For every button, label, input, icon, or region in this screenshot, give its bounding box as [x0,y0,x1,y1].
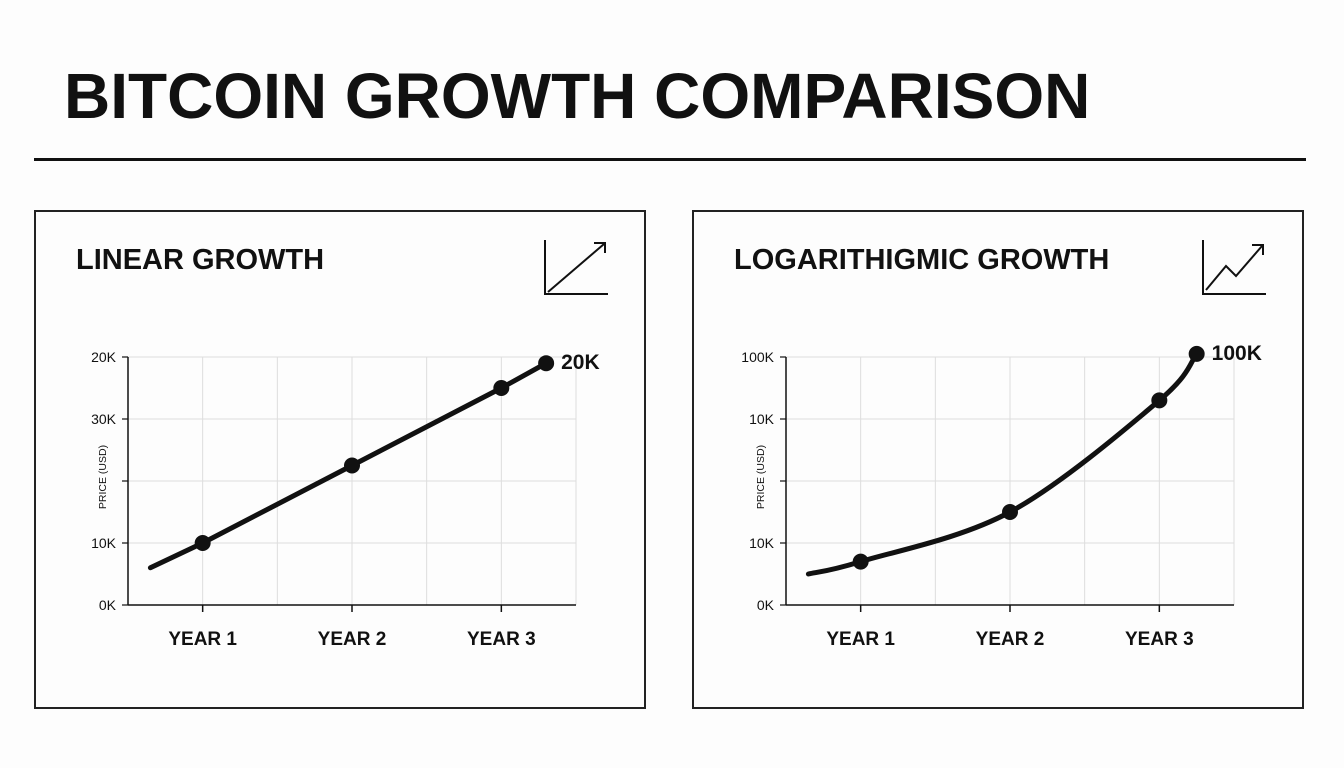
x-tick-label: YEAR 3 [1125,629,1194,650]
y-axis-label: PRICE (USD) [97,445,109,509]
data-point [493,380,510,396]
data-point [852,553,869,570]
y-axis-label: PRICE (USD) [755,445,767,509]
log-growth-panel: LOGARITHIGMIC GROWTH 0K 10K 10K 100K YEAR 1 Y… [692,210,1304,709]
y-tick-label: 0K [757,597,775,613]
data-point [1151,392,1168,409]
linear-growth-chart: 0K 10K 30K 20K YEAR 1 YEAR 2 YEAR 3 PRICE (USD)… [91,349,600,650]
y-tick-label: 100K [741,349,774,365]
log-growth-chart: 0K 10K 10K 100K YEAR 1 YEAR 2 YEAR 3 PRICE (USD… [741,342,1262,650]
data-point [538,355,555,372]
linear-panel-title: LINEAR GROWTH [76,244,325,276]
title-divider [34,158,1306,161]
series-line [805,351,1200,577]
data-point [1188,345,1205,362]
log-panel-title: LOGARITHIGMIC GROWTH [734,244,1110,276]
y-tick-label: 30K [91,411,117,427]
data-point [194,535,211,551]
y-tick-label: 20K [91,349,117,365]
y-tick-label: 10K [91,535,117,551]
x-tick-label: YEAR 3 [467,629,536,650]
x-tick-label: YEAR 1 [826,629,895,650]
data-label: 100K [1212,342,1262,365]
data-point [344,457,360,474]
data-point [1002,504,1018,520]
y-tick-label: 10K [749,411,775,427]
trend-arrow-icon [544,240,608,295]
y-tick-label: 0K [99,597,117,613]
page-title: BITCOIN GROWTH COMPARISON [64,60,1091,132]
x-tick-label: YEAR 2 [976,629,1045,650]
zigzag-trend-arrow-icon [1202,240,1266,295]
linear-growth-panel: LINEAR GROWTH 0K 10K 30K 20K YEAR 1 YEAR 2 YEA… [34,210,646,709]
data-label: 20K [561,351,600,374]
x-tick-label: YEAR 1 [168,629,237,650]
x-tick-label: YEAR 2 [318,629,387,650]
y-tick-label: 10K [749,535,775,551]
